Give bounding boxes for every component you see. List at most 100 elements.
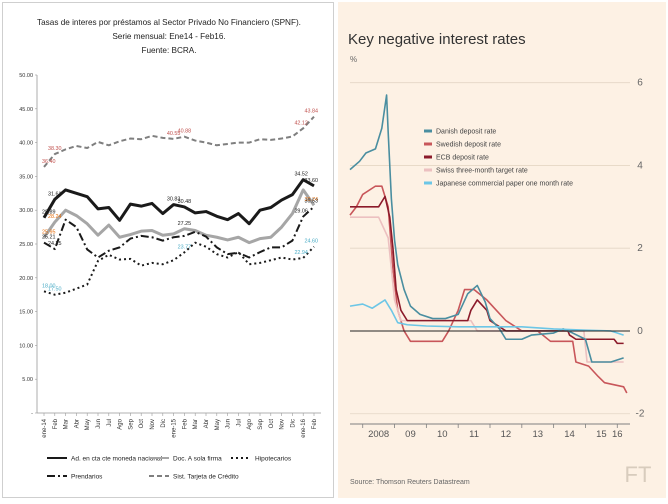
data-label: 43.84 bbox=[305, 109, 319, 115]
series-line-0 bbox=[42, 178, 315, 226]
data-label: 38.30 bbox=[48, 146, 62, 152]
data-label: 29.06 bbox=[294, 209, 308, 215]
legend-label: ECB deposit rate bbox=[436, 155, 489, 162]
data-label: 28.24 bbox=[48, 214, 62, 220]
x-tick-label: 16 bbox=[612, 429, 623, 440]
x-tick-label: 10 bbox=[437, 429, 448, 440]
data-label: 25.95 bbox=[42, 230, 56, 236]
data-label: 30.74 bbox=[305, 197, 319, 203]
legend-label: Sist. Tarjeta de Crédito bbox=[173, 474, 239, 481]
legend-label: Hipotecarios bbox=[255, 456, 292, 463]
y-tick-label: 5.00 bbox=[22, 377, 33, 383]
x-tick-label: Feb bbox=[182, 418, 188, 429]
chart-title: Key negative interest rates bbox=[348, 31, 526, 48]
x-tick-label: May bbox=[85, 419, 91, 430]
data-label: 40.55 bbox=[167, 131, 181, 137]
x-tick-label: ene-14 bbox=[42, 418, 48, 437]
series-line-1 bbox=[349, 185, 628, 394]
series-line-3 bbox=[43, 205, 315, 259]
data-label: 18.00 bbox=[42, 283, 56, 289]
tasas-line-chart: Tasas de interes por préstamos al Sector… bbox=[19, 18, 321, 481]
y-tick-label: 0 bbox=[637, 326, 643, 337]
y-tick-label: 10.00 bbox=[19, 343, 33, 349]
x-tick-label: Oct bbox=[139, 419, 145, 429]
legend-label: Swiss three-month target rate bbox=[436, 168, 528, 175]
data-label: 23.77 bbox=[178, 244, 192, 250]
x-tick-label: Feb bbox=[312, 418, 318, 429]
data-label: 30.48 bbox=[178, 199, 192, 205]
data-label: 42.12 bbox=[294, 120, 308, 126]
chart-panel-tasas: Tasas de interes por préstamos al Sector… bbox=[2, 2, 334, 498]
data-label: 25.21 bbox=[42, 235, 56, 241]
data-label: 33.60 bbox=[305, 178, 319, 184]
data-label: 30.83 bbox=[167, 197, 181, 203]
data-label: 31.61 bbox=[48, 191, 62, 197]
y-tick-label: 50.00 bbox=[19, 73, 33, 79]
data-label: 30.53 bbox=[305, 199, 319, 205]
y-tick-label: 40.00 bbox=[19, 141, 33, 147]
series-line-1 bbox=[42, 188, 316, 245]
y-tick-label: 4 bbox=[637, 160, 643, 171]
source-note: Source: Thomson Reuters Datastream bbox=[350, 479, 470, 486]
x-tick-label: Jul bbox=[236, 419, 242, 427]
legend-label: Ad. en cta cte moneda nacional bbox=[71, 456, 163, 463]
x-tick-label: Nov bbox=[280, 419, 286, 430]
data-label: 28.89 bbox=[42, 210, 56, 216]
x-tick-label: May bbox=[215, 419, 221, 430]
x-tick-label: 12 bbox=[501, 429, 512, 440]
chart-title-line: Tasas de interes por préstamos al Sector… bbox=[37, 18, 301, 27]
x-tick-label: Sep bbox=[128, 418, 134, 429]
y-tick-label: 2 bbox=[637, 243, 643, 254]
data-label: 22.94 bbox=[294, 250, 308, 256]
series-line-0 bbox=[349, 94, 624, 363]
x-tick-label: ene-15 bbox=[172, 418, 178, 437]
legend-label: Doc. A sola firma bbox=[173, 456, 222, 463]
x-tick-label: 11 bbox=[469, 429, 479, 440]
x-tick-label: Nov bbox=[150, 419, 156, 430]
negative-rates-line-chart: Key negative interest rates% -2 0 2 4 6 2008 09… bbox=[348, 31, 651, 487]
x-tick-label: Feb bbox=[53, 418, 59, 429]
y-tick-label: 20.00 bbox=[19, 276, 33, 282]
y-tick-label: 45.00 bbox=[19, 107, 33, 113]
y-tick-label: 15.00 bbox=[19, 310, 33, 316]
data-label: 34.52 bbox=[294, 172, 308, 178]
x-tick-label: Dic bbox=[161, 419, 167, 428]
x-tick-label: Mar bbox=[64, 419, 70, 429]
x-tick-label: 14 bbox=[564, 429, 575, 440]
series-line-2 bbox=[43, 241, 315, 296]
x-tick-label: Jul bbox=[107, 419, 113, 427]
data-label: 17.50 bbox=[48, 287, 62, 293]
y-tick-label: -2 bbox=[636, 409, 645, 420]
x-tick-label: Abr bbox=[74, 419, 80, 428]
chart-title-line: Serie mensual: Ene14 - Feb16. bbox=[112, 32, 225, 41]
chart-title-line: Fuente: BCRA. bbox=[141, 46, 196, 55]
data-label: 36.40 bbox=[42, 159, 56, 165]
x-tick-label: Mar bbox=[193, 419, 199, 429]
x-tick-label: 09 bbox=[405, 429, 416, 440]
x-tick-label: 2008 bbox=[368, 429, 389, 440]
y-tick-label: 25.00 bbox=[19, 242, 33, 248]
x-tick-label: Sep bbox=[258, 418, 264, 429]
x-tick-label: Jun bbox=[96, 419, 102, 429]
data-label: 40.88 bbox=[178, 129, 192, 135]
x-tick-label: 15 bbox=[596, 429, 607, 440]
x-tick-label: Ago bbox=[247, 418, 253, 429]
chart-panel-negative-rates: Key negative interest rates% -2 0 2 4 6 2008 09… bbox=[338, 2, 666, 498]
y-tick-label: 6 bbox=[637, 78, 643, 89]
y-tick-label: - bbox=[31, 411, 33, 417]
x-tick-label: Jun bbox=[226, 419, 232, 429]
legend-label: Swedish deposit rate bbox=[436, 142, 501, 149]
x-tick-label: Ago bbox=[118, 418, 124, 429]
legend-label: Prendarios bbox=[71, 474, 103, 481]
x-tick-label: Dic bbox=[290, 419, 296, 428]
legend-label: Japanese commercial paper one month rate bbox=[436, 181, 573, 188]
series-line-4 bbox=[43, 115, 315, 168]
x-tick-label: Oct bbox=[269, 419, 275, 429]
data-label: 24.25 bbox=[48, 241, 62, 247]
series-line-2 bbox=[350, 195, 624, 345]
x-tick-label: Abr bbox=[204, 419, 210, 428]
x-tick-label: 13 bbox=[532, 429, 543, 440]
data-label: 27.25 bbox=[178, 221, 192, 227]
y-tick-label: 30.00 bbox=[19, 208, 33, 214]
y-tick-label: 35.00 bbox=[19, 174, 33, 180]
